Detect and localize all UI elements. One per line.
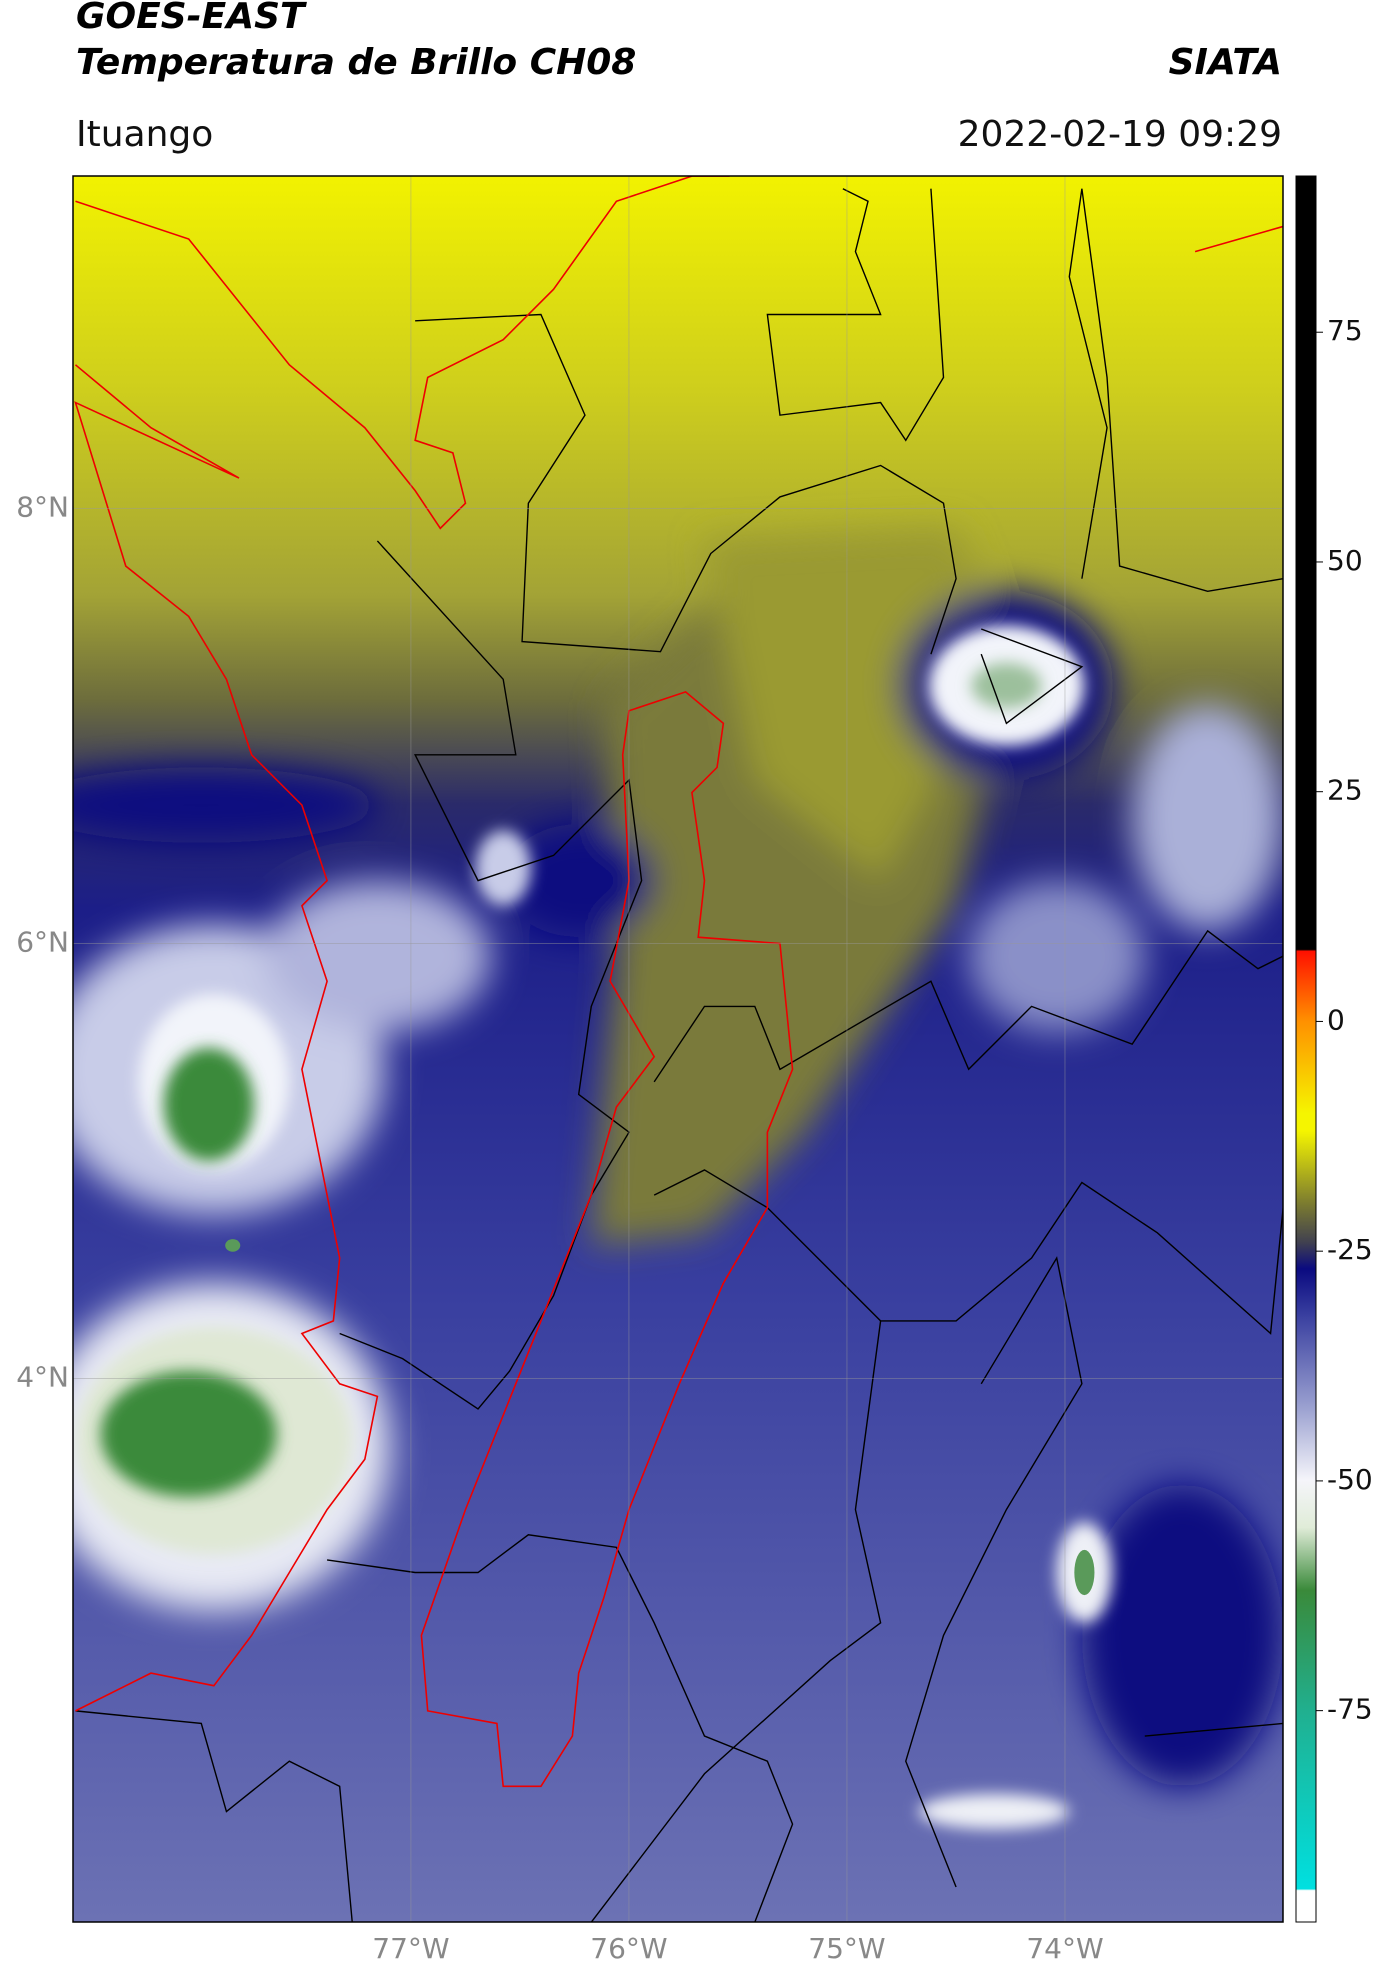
x-tick-label: 77°W bbox=[372, 1932, 449, 1965]
datetime: 2022-02-19 09:29 bbox=[958, 114, 1282, 155]
colorbar bbox=[1295, 175, 1317, 1923]
y-tick-label: 4°N bbox=[16, 1360, 69, 1393]
y-tick-label: 8°N bbox=[16, 491, 69, 524]
source: SIATA bbox=[1169, 42, 1282, 83]
x-tick-label: 75°W bbox=[808, 1932, 885, 1965]
colorbar-tick-label: 25 bbox=[1327, 774, 1363, 807]
colorbar-tick-label: 50 bbox=[1327, 544, 1363, 577]
x-tick-label: 74°W bbox=[1026, 1932, 1103, 1965]
x-tick-label: 76°W bbox=[590, 1932, 667, 1965]
colorbar-tick-label: -25 bbox=[1327, 1233, 1373, 1266]
map-frame bbox=[72, 175, 1284, 1923]
location: Ituango bbox=[76, 114, 213, 155]
colorbar-tick-label: 0 bbox=[1327, 1003, 1345, 1036]
y-tick-label: 6°N bbox=[16, 926, 69, 959]
title: GOES-EAST bbox=[76, 0, 307, 37]
colorbar-tick-label: -75 bbox=[1327, 1693, 1373, 1726]
colorbar-tick-label: 75 bbox=[1327, 314, 1363, 347]
colorbar-tick-label: -50 bbox=[1327, 1463, 1373, 1496]
satellite-image bbox=[73, 176, 1283, 1922]
subtitle: Temperatura de Brillo CH08 bbox=[76, 42, 636, 83]
